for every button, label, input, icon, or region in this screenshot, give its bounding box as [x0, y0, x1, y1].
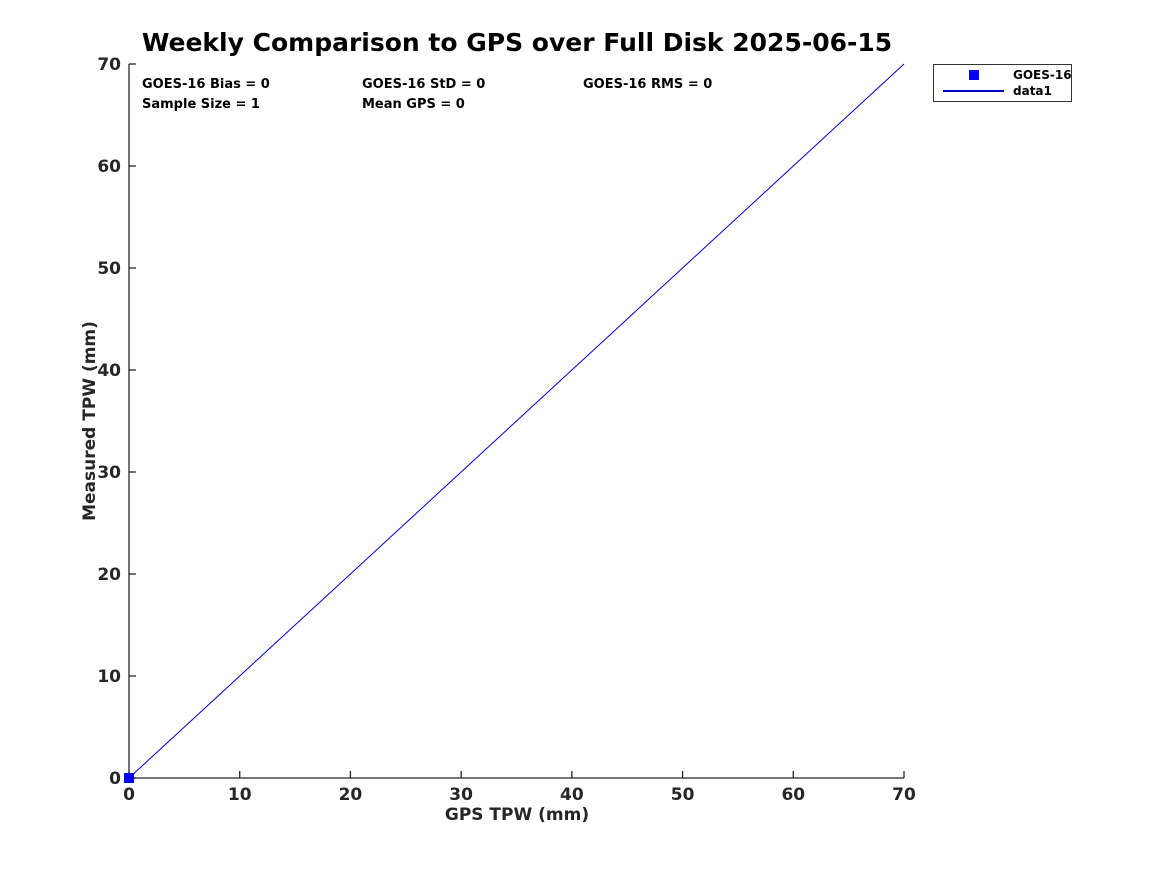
- y-tick-label: 30: [97, 463, 121, 483]
- x-tick-label: 50: [671, 785, 695, 805]
- line-sample-icon: [943, 90, 1004, 92]
- y-tick-label: 70: [97, 55, 121, 75]
- legend: GOES-16 data1: [933, 64, 1072, 102]
- chart-title: Weekly Comparison to GPS over Full Disk …: [141, 28, 893, 57]
- y-tick-label: 60: [97, 157, 121, 177]
- stat-bias-text: GOES-16 Bias = 0: [142, 77, 270, 92]
- x-tick-label: 40: [560, 785, 584, 805]
- y-tick-label: 20: [97, 565, 121, 585]
- legend-label: GOES-16: [1013, 68, 1072, 82]
- y-tick-label: 50: [97, 259, 121, 279]
- y-tick-label: 40: [97, 361, 121, 381]
- x-tick-label: 0: [123, 785, 135, 805]
- x-tick-label: 30: [449, 785, 473, 805]
- legend-entry-data1: data1: [934, 83, 1071, 99]
- x-tick-label: 10: [228, 785, 252, 805]
- x-tick-label: 20: [339, 785, 363, 805]
- x-axis-label: GPS TPW (mm): [444, 805, 590, 825]
- identity-line: [128, 63, 905, 779]
- x-tick-label: 70: [892, 785, 916, 805]
- legend-label: data1: [1013, 84, 1052, 98]
- stat-std-text: GOES-16 StD = 0: [362, 77, 486, 92]
- stat-mean-gps-text: Mean GPS = 0: [362, 97, 465, 112]
- y-axis-label: Measured TPW (mm): [80, 321, 100, 521]
- x-tick-label: 60: [781, 785, 805, 805]
- stat-sample-size-text: Sample Size = 1: [142, 97, 260, 112]
- stat-rms-text: GOES-16 RMS = 0: [583, 77, 713, 92]
- square-marker-icon: [968, 70, 979, 80]
- y-tick-label: 10: [97, 667, 121, 687]
- legend-entry-goes16: GOES-16: [934, 67, 1072, 83]
- y-tick-label: 0: [109, 769, 121, 789]
- legend-icon-cell: [943, 90, 1004, 92]
- legend-icon-cell: [943, 70, 1004, 80]
